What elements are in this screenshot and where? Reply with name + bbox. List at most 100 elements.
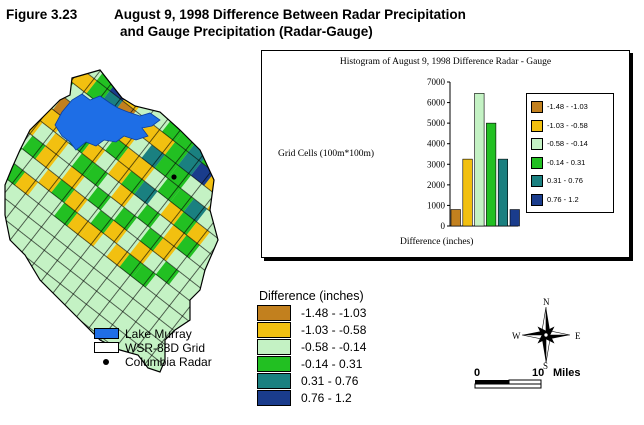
grid-cell	[222, 123, 245, 146]
histogram-bar	[486, 122, 497, 227]
map-legend-grid: WSR-88D Grid	[94, 341, 244, 355]
grid-cell	[153, 70, 177, 73]
difference-legend-label: -1.48 - -1.03	[301, 306, 367, 320]
difference-legend-swatch	[257, 356, 291, 372]
y-tick-label: 0	[441, 221, 446, 231]
grid-cell	[217, 182, 218, 207]
difference-legend-swatch	[257, 305, 291, 321]
histogram-legend: -1.48 - -1.03 -1.03 - -0.58 -0.58 - -0.14 -…	[526, 93, 614, 213]
compass-w: W	[512, 331, 521, 341]
histogram-y-axis-label: Grid Cells (100m*100m)	[278, 149, 375, 159]
grid-cell	[238, 157, 261, 180]
lake-murray-shape	[54, 93, 161, 151]
difference-legend-label: -0.14 - 0.31	[301, 357, 363, 371]
grid-cell	[5, 128, 10, 152]
difference-legend-swatch	[257, 339, 291, 355]
grid-cell	[211, 136, 218, 160]
histogram-legend-item: -0.58 - -0.14	[531, 137, 588, 151]
grid-cell	[70, 70, 94, 71]
histogram-legend-swatch	[531, 175, 543, 188]
grid-cell	[5, 115, 20, 139]
grid-cell	[106, 70, 131, 78]
grid-cell	[214, 159, 218, 183]
histogram-legend-item: -0.14 - 0.31	[531, 156, 585, 170]
histogram-legend-label: -0.58 - -0.14	[547, 139, 588, 148]
title-line-1: August 9, 1998 Difference Between Radar …	[114, 7, 466, 22]
grid-cell	[117, 41, 140, 64]
radar-label: Columbia Radar	[125, 355, 212, 369]
grid-cell	[47, 70, 71, 74]
difference-legend-title: Difference (inches)	[259, 289, 364, 303]
histogram-legend-swatch	[531, 138, 543, 151]
histogram-legend-label: -1.03 - -0.58	[547, 120, 588, 130]
histogram-bar	[497, 158, 508, 227]
compass-s: S	[543, 361, 548, 369]
y-tick-label: 5000	[427, 118, 446, 128]
y-tick-label: 3000	[427, 159, 446, 169]
difference-legend-label: -0.58 - -0.14	[301, 340, 367, 354]
grid-cell	[227, 170, 250, 193]
difference-legend-item: 0.31 - 0.76	[257, 373, 417, 390]
grid-cell	[57, 37, 80, 60]
difference-legend-item: -0.58 - -0.14	[257, 339, 417, 356]
histogram-x-axis-label: Difference (inches)	[400, 237, 474, 247]
histogram-legend-label: 0.31 - 0.76	[547, 176, 583, 185]
grid-cell	[208, 113, 218, 137]
grid-cell	[232, 110, 255, 133]
y-tick-label: 2000	[427, 180, 446, 190]
histogram-legend-label: -0.14 - 0.31	[547, 157, 586, 167]
map-cells	[5, 37, 261, 372]
compass-e: E	[575, 331, 581, 341]
y-tick-label: 4000	[427, 139, 446, 149]
histogram-bar	[450, 209, 461, 227]
difference-legend-label: 0.76 - 1.2	[301, 391, 352, 405]
difference-legend-swatch	[257, 390, 291, 406]
grid-cell	[36, 70, 61, 87]
grid-cell	[219, 100, 242, 123]
north-arrow-compass-icon: N S W E	[512, 297, 581, 369]
lake-label: Lake Murray	[125, 327, 192, 341]
scale-unit-label: Miles	[553, 367, 581, 379]
histogram-legend-item: 0.76 - 1.2	[531, 193, 579, 207]
difference-legend-swatch	[257, 322, 291, 338]
map-legend-radar: Columbia Radar	[94, 355, 244, 369]
radar-dot-icon	[103, 359, 109, 365]
grid-cell	[224, 147, 247, 170]
grid-cell	[143, 70, 167, 86]
histogram-legend-label: -1.48 - -1.03	[547, 102, 588, 111]
columbia-radar-marker	[171, 174, 177, 180]
grid-cell	[192, 79, 216, 103]
scale-start-label: 0	[474, 367, 480, 379]
difference-legend-item: 0.76 - 1.2	[257, 390, 417, 407]
histogram-title: Histogram of August 9, 1998 Difference R…	[339, 57, 552, 67]
grid-cell	[132, 74, 157, 99]
y-tick-label: 6000	[427, 98, 446, 108]
histogram-legend-swatch	[531, 193, 543, 206]
grid-cell	[140, 39, 163, 62]
histogram-chart: 0 1000 2000 3000 4000 5000 6000 7000	[427, 77, 520, 231]
map-legend-lake: Lake Murray	[94, 327, 244, 341]
histogram-legend-item: -1.03 - -0.58	[531, 119, 588, 133]
histogram-panel: Histogram of August 9, 1998 Difference R…	[261, 50, 630, 258]
grid-cell	[94, 44, 117, 67]
scale-bar: 0 10 Miles	[474, 367, 581, 389]
grid-cell	[6, 102, 30, 126]
difference-legend-swatch	[257, 373, 291, 389]
scale-end-label: 10	[532, 367, 544, 379]
histogram-legend-item: -1.48 - -1.03	[531, 100, 588, 114]
grid-cell	[130, 70, 154, 75]
grid-label: WSR-88D Grid	[125, 341, 206, 355]
title-line-2: and Gauge Precipitation (Radar-Gauge)	[120, 24, 373, 39]
histogram-bar	[462, 158, 473, 227]
grid-cell	[146, 85, 170, 109]
compass-n: N	[543, 297, 550, 307]
grid-cell	[119, 70, 144, 89]
histogram-legend-label: 0.76 - 1.2	[547, 194, 579, 204]
grid-cell	[26, 76, 50, 100]
grid-swatch	[94, 342, 119, 353]
difference-legend-label: 0.31 - 0.76	[301, 374, 359, 388]
y-tick-label: 7000	[427, 77, 446, 87]
figure-number: Figure 3.23	[6, 7, 78, 22]
grid-cell	[156, 72, 180, 96]
